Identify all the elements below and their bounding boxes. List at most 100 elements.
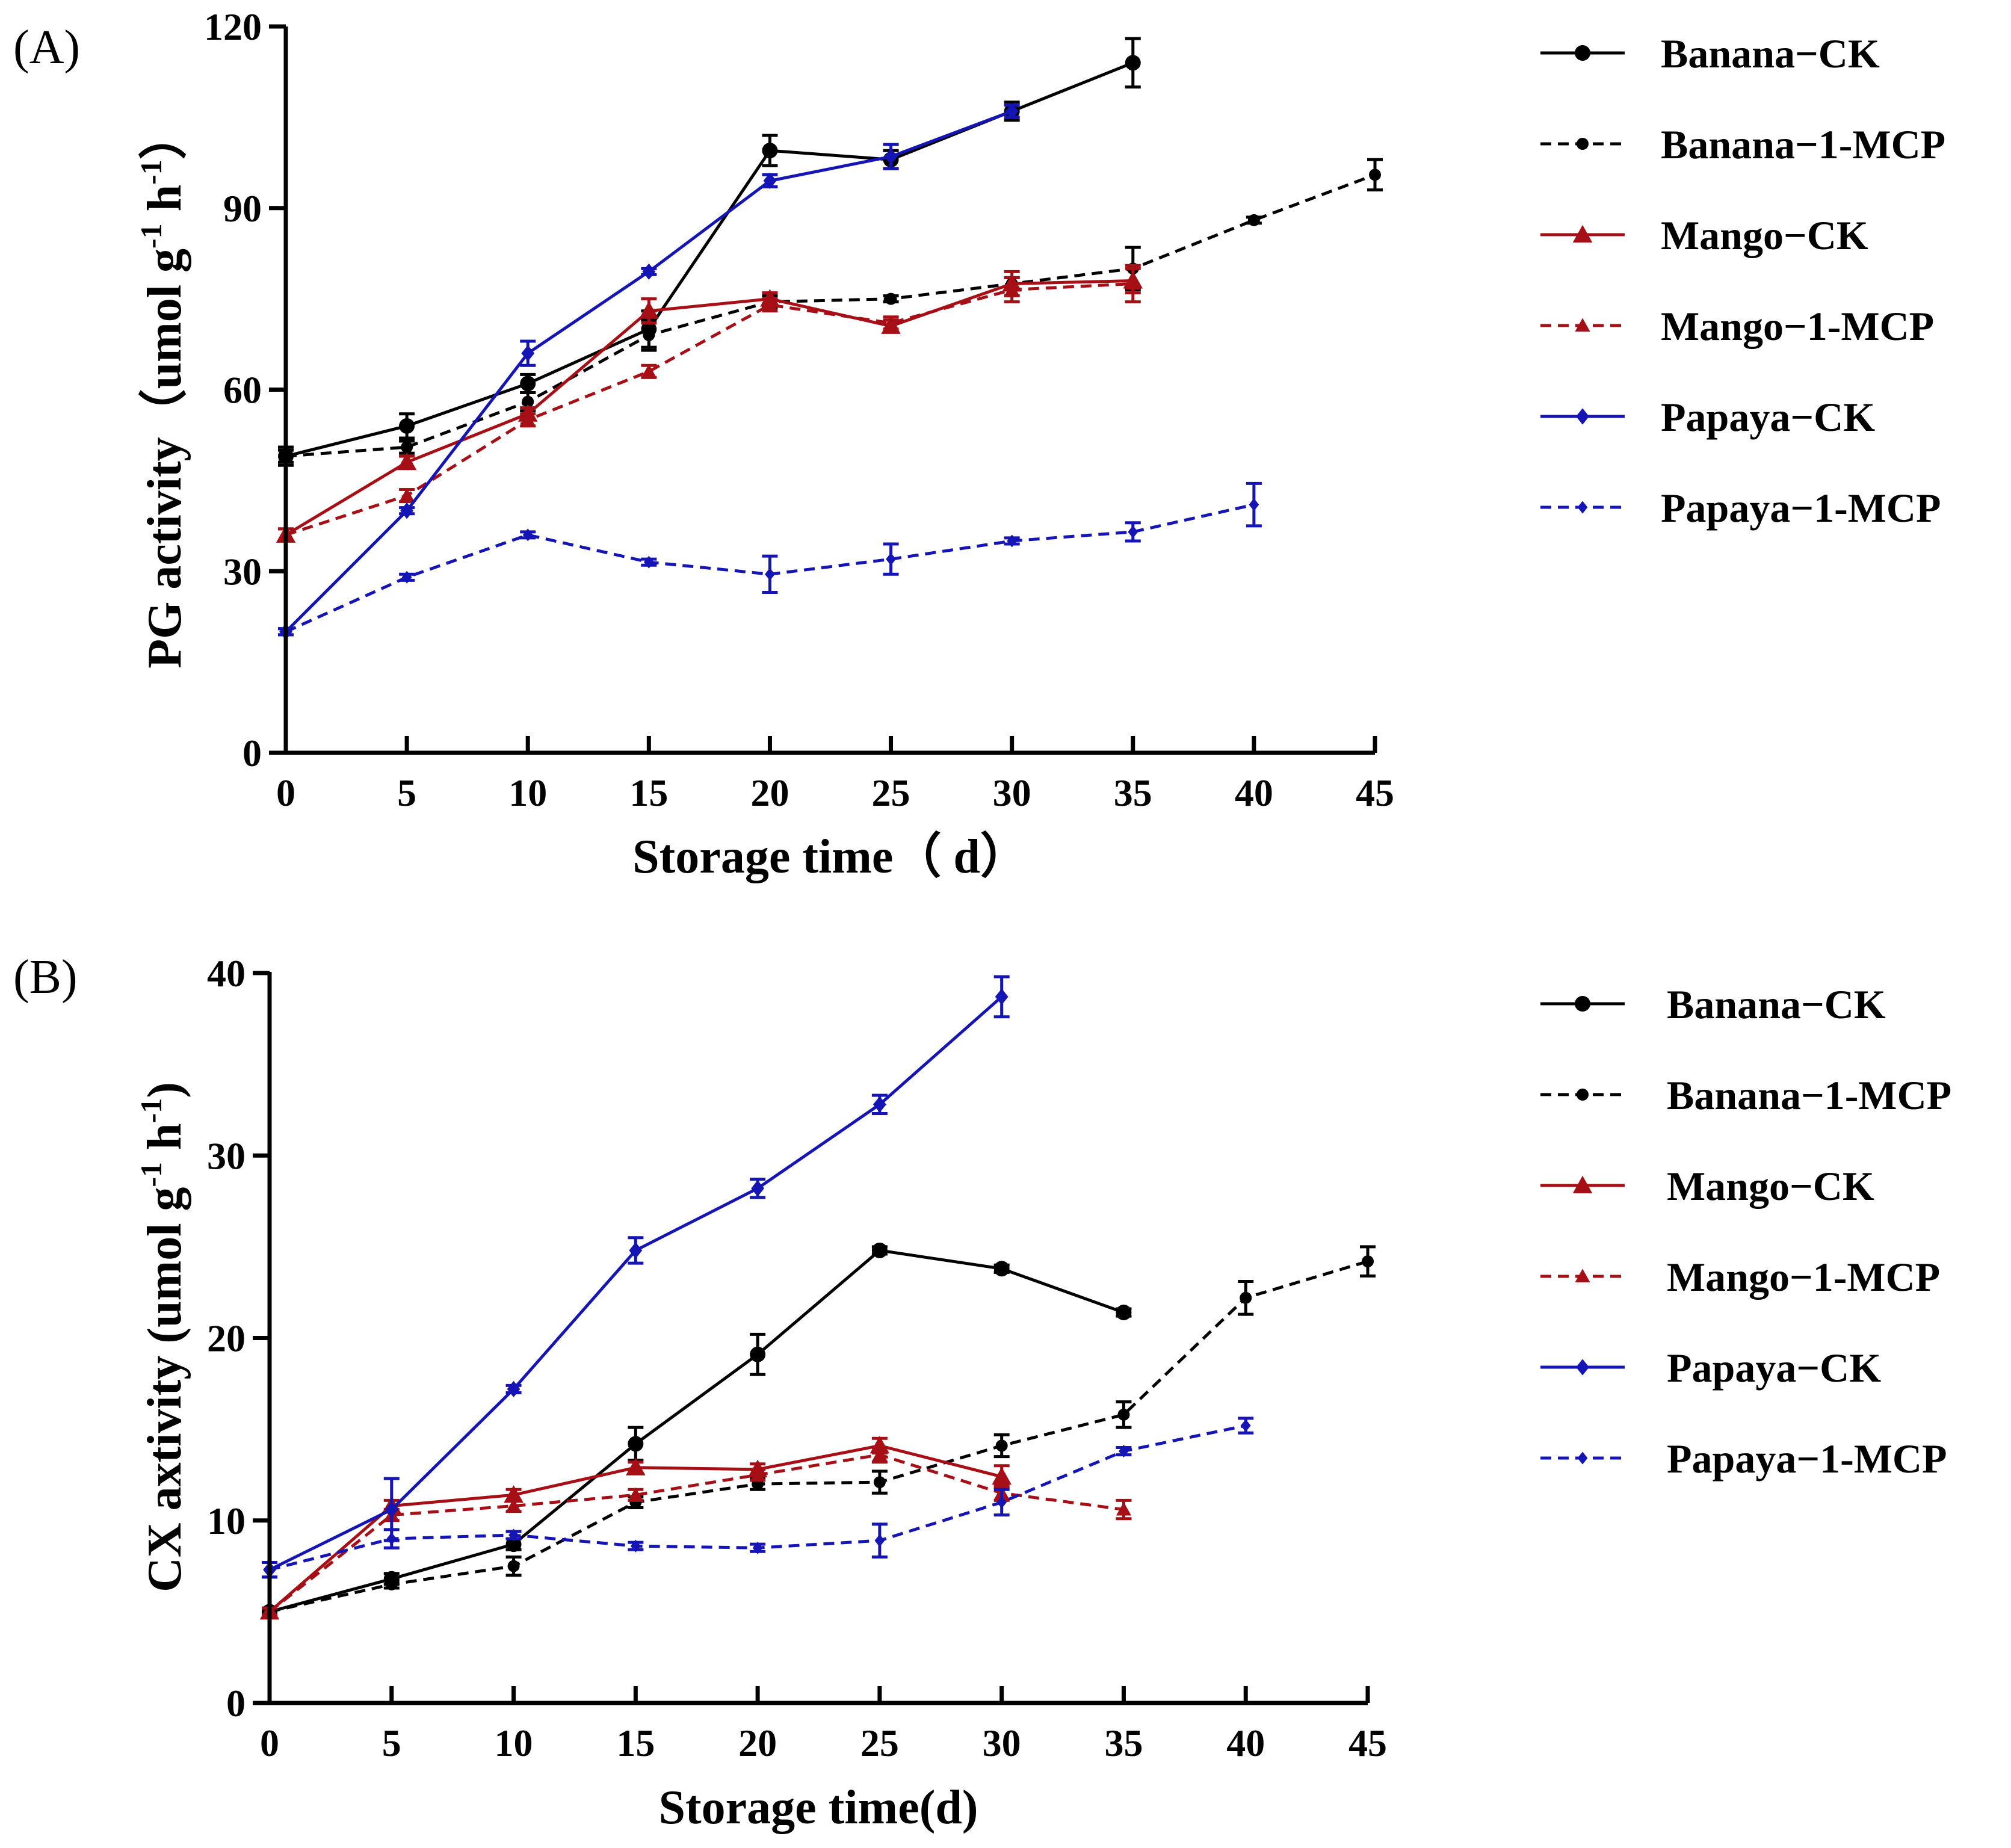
panel-b-legend-marker bbox=[1577, 1089, 1589, 1101]
panel-b-data-point bbox=[507, 1560, 520, 1572]
panel-b-data-point bbox=[871, 1242, 888, 1258]
panel-a-data-point bbox=[643, 329, 655, 341]
panel-a-x-tick-label: 10 bbox=[508, 771, 547, 814]
panel-b-legend-item: Papaya−1-MCP bbox=[1540, 1436, 1947, 1482]
panel-b-y-axis-title: CX axtivity (umol g-1 h-1) bbox=[134, 1082, 191, 1592]
panel-a-data-point bbox=[1005, 103, 1019, 120]
panel-b-data-point bbox=[995, 988, 1009, 1006]
panel-b-legend-item: Mango−1-MCP bbox=[1540, 1254, 1940, 1300]
panel-a-x-tick-label: 35 bbox=[1114, 771, 1152, 814]
panel-a-data-point bbox=[522, 528, 533, 542]
panel-b-series-line-banana-1-mcp bbox=[269, 1259, 1368, 1613]
panel-a-y-axis-title-main: PG activity（umol g bbox=[138, 249, 191, 669]
panel-a-series-papaya-ck bbox=[278, 103, 1020, 640]
panel-b-data-point bbox=[873, 1096, 886, 1113]
panel-b-y-axis-title-sup2: -1 bbox=[134, 1098, 168, 1123]
panel-b-x-tick-label: 30 bbox=[983, 1722, 1021, 1764]
panel-a-legend-label: Papaya−1-MCP bbox=[1661, 485, 1941, 531]
panel-a-y-axis-title-sup1: -1 bbox=[134, 223, 168, 249]
panel-b-x-tick-label: 20 bbox=[738, 1722, 777, 1764]
panel-a-y-tick-label: 30 bbox=[223, 550, 262, 593]
panel-b-legend-label: Banana−CK bbox=[1667, 981, 1886, 1027]
panel-a-data-point bbox=[762, 297, 777, 311]
panel-b-data-point bbox=[386, 1532, 397, 1545]
panel-b-x-tick-label: 15 bbox=[616, 1722, 655, 1764]
panel-b-data-point bbox=[507, 1380, 521, 1398]
panel-b-data-point bbox=[630, 1539, 641, 1553]
panel-b-legend-marker bbox=[1572, 1175, 1593, 1193]
panel-a-legend-item: Mango−1-MCP bbox=[1540, 303, 1934, 349]
panel-b-x-ticks: 0 5 10 15 20 25 30 35 40 45 bbox=[260, 1686, 1387, 1764]
panel-b-legend-label: Papaya−1-MCP bbox=[1667, 1436, 1947, 1482]
panel-a-legend-item: Banana−CK bbox=[1540, 31, 1880, 76]
panel-a-x-axis-title: Storage time（ d） bbox=[632, 830, 1028, 883]
panel-b-data-point bbox=[1240, 1419, 1251, 1432]
panel-b-data-point bbox=[1362, 1255, 1374, 1268]
panel-a-data-point bbox=[1125, 55, 1141, 71]
panel-b-legend-marker bbox=[1575, 1269, 1590, 1282]
panel-a-series-papaya-1-mcp bbox=[278, 481, 1262, 638]
panel-a-legend-label: Banana−CK bbox=[1661, 31, 1880, 76]
panel-b-x-tick-label: 0 bbox=[260, 1722, 279, 1764]
panel-b-y-tick-label: 40 bbox=[207, 952, 246, 995]
panel-a-y-tick-label: 120 bbox=[204, 5, 262, 48]
panel-b-data-point bbox=[752, 1541, 763, 1554]
panel-b-data-point bbox=[626, 1457, 646, 1476]
panel-a-x-ticks: 0 5 10 15 20 25 30 35 40 45 bbox=[276, 736, 1394, 814]
panel-b-legend-label: Papaya−CK bbox=[1667, 1345, 1881, 1391]
panel-a-legend-item: Mango−CK bbox=[1540, 212, 1868, 258]
panel-a-data-point bbox=[641, 363, 656, 378]
panel-a-data-point bbox=[521, 345, 535, 362]
panel-a-legend: Banana−CK Banana−1-MCP Mango−CK Mango−1-MCP… bbox=[1540, 31, 1945, 531]
panel-b-y-tick-label: 30 bbox=[207, 1134, 246, 1177]
panel-b-legend-marker bbox=[1575, 996, 1590, 1012]
panel-a-data-point bbox=[763, 172, 777, 190]
panel-a-series-line-banana-1-mcp bbox=[285, 173, 1376, 458]
panel-b-data-point bbox=[1116, 1502, 1131, 1516]
panel-b-data-point bbox=[751, 1180, 765, 1197]
panel-a-data-point bbox=[1128, 525, 1138, 539]
panel-b-data-point bbox=[628, 1487, 643, 1501]
panel-a-y-tick-label: 0 bbox=[242, 732, 262, 774]
panel-b-y-axis-title-mid: h bbox=[138, 1123, 191, 1162]
panel-a-label: (A) bbox=[13, 21, 80, 74]
panel-a-data-point bbox=[399, 418, 415, 434]
panel-b-y-axis-title-end: ) bbox=[138, 1082, 191, 1098]
panel-b-data-point bbox=[1116, 1305, 1132, 1321]
panel-a-legend-item: Papaya−1-MCP bbox=[1540, 485, 1941, 531]
panel-a-legend-label: Papaya−CK bbox=[1661, 394, 1875, 440]
panel-a-x-tick-label: 25 bbox=[872, 771, 910, 814]
panel-a-data-point bbox=[765, 567, 775, 581]
panel-b-data-point bbox=[872, 1447, 888, 1461]
panel-a-data-point bbox=[762, 143, 778, 159]
panel-b-x-tick-label: 45 bbox=[1348, 1722, 1387, 1764]
panel-a-legend-label: Banana−1-MCP bbox=[1661, 122, 1945, 167]
panel-a-data-point bbox=[1369, 168, 1381, 181]
panel-b-data-point bbox=[508, 1528, 519, 1542]
panel-a-legend-item: Banana−1-MCP bbox=[1540, 122, 1945, 167]
panel-b-x-tick-label: 40 bbox=[1226, 1722, 1265, 1764]
panel-b-legend-item: Papaya−CK bbox=[1540, 1345, 1881, 1391]
panel-b-data-point bbox=[992, 1466, 1012, 1485]
panel-a-data-point bbox=[643, 555, 654, 569]
panel-b-label: (B) bbox=[13, 951, 78, 1004]
panel-a-data-point bbox=[1007, 534, 1018, 548]
panel-b-x-axis-title: Storage time(d) bbox=[659, 1781, 978, 1834]
panel-a-legend-label: Mango−1-MCP bbox=[1661, 303, 1934, 349]
panel-b-x-tick-label: 10 bbox=[495, 1722, 533, 1764]
panel-a-x-tick-label: 30 bbox=[993, 771, 1031, 814]
panel-b-legend-item: Banana−1-MCP bbox=[1540, 1072, 1951, 1118]
panel-b-data-point bbox=[993, 1261, 1010, 1277]
panel-b-data-point bbox=[505, 1536, 522, 1553]
panel-a-legend-marker bbox=[1577, 138, 1589, 150]
panel-a-data-point bbox=[1004, 282, 1020, 296]
panel-b-legend-marker bbox=[1576, 1359, 1589, 1376]
panel-a-y-tick-label: 60 bbox=[223, 369, 262, 412]
panel-b-series-papaya-1-mcp bbox=[262, 1417, 1254, 1579]
panel-a-series-mango-1-mcp bbox=[278, 264, 1141, 543]
panel-b-data-point bbox=[1119, 1445, 1129, 1458]
panel-a-legend-label: Mango−CK bbox=[1661, 212, 1868, 258]
panel-a-y-ticks: 0 30 60 90 120 bbox=[204, 5, 286, 774]
panel-b-data-point bbox=[750, 1346, 766, 1362]
